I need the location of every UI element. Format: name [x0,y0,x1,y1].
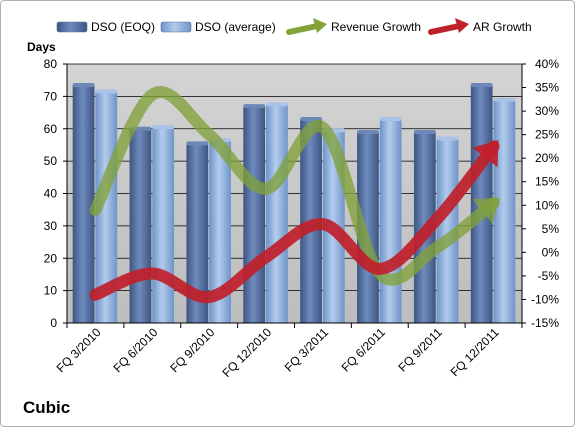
bar-cap-dso-average-5 [379,117,402,122]
bar-dso-average-7 [493,99,516,323]
bar-dso-average-0 [95,91,118,323]
bar-dso-average-1 [152,127,175,323]
legend-arrow-ar-growth [455,18,469,33]
y-right-tick-label-5: 10% [535,198,559,212]
bar-dso-average-3 [266,104,288,323]
legend-label-ar-growth: AR Growth [473,20,532,34]
bar-dso-eoq-0 [72,85,95,323]
bar-cap-dso-eoq-6 [413,129,436,134]
bar-cap-dso-average-3 [266,102,288,107]
legend-label-dso-average: DSO (average) [195,20,276,34]
bar-dso-eoq-3 [243,106,266,324]
legend-label-revenue-growth: Revenue Growth [331,20,421,34]
line-revenue-growth [89,86,500,286]
bar-dso-eoq-2 [186,143,209,323]
bar-cap-dso-eoq-2 [186,141,209,146]
y-left-tick-label-70: 70 [44,89,58,103]
bar-dso-eoq-5 [357,131,379,323]
bar-cap-dso-eoq-7 [470,83,493,88]
y-right-tick-label-7: 20% [535,151,559,165]
bar-dso-average-2 [209,140,231,323]
legend: DSO (EOQ) DSO (average) Revenue Growth AR G… [56,18,532,35]
bar-layer [72,83,516,324]
y-left-tick-label-0: 0 [50,316,57,330]
bar-cap-dso-average-6 [436,136,459,141]
line-ar-growth [89,140,500,304]
x-tick-label-3: FQ 12/2010 [219,325,274,380]
bar-cap-dso-eoq-0 [72,83,95,88]
y-left-tick-label-30: 30 [44,219,58,233]
x-tick-label-2: FQ 9/2010 [167,325,217,375]
y-right-tick-label-3: 0% [542,245,560,259]
bar-cap-dso-average-0 [95,89,118,94]
y-left-tick-label-80: 80 [44,57,58,71]
y-right-tick-label-0: -15% [531,316,559,330]
legend-line-revenue-growth [286,23,320,35]
x-tick-label-7: FQ 12/2011 [448,325,502,379]
legend-arrow-revenue-growth [313,18,327,33]
y-left-tick-label-60: 60 [44,122,58,136]
x-tick-label-5: FQ 6/2011 [339,325,389,375]
arrowhead-revenue-growth [472,197,500,225]
x-tick-label-6: FQ 9/2011 [395,325,445,375]
x-tick-label-0: FQ 3/2010 [54,325,104,375]
y-left-tick-label-10: 10 [44,284,58,298]
y-right-tick-label-1: -10% [531,292,559,306]
legend-swatch-dso-average [160,21,192,33]
legend-swatch-dso-eoq [56,21,88,33]
arrowhead-ar-growth [472,140,499,168]
legend-label-dso-eoq: DSO (EOQ) [91,20,155,34]
growth-lines [89,86,500,304]
y-right-tick-label-11: 40% [535,57,559,71]
bar-dso-average-6 [436,138,459,323]
y-left-tick-label-20: 20 [44,251,58,265]
y-right-tick-label-8: 25% [535,128,559,142]
y-right-tick-label-2: -5% [538,269,560,283]
legend-line-ar-growth [428,23,462,35]
y-right-tick-label-10: 35% [535,81,559,95]
bar-cap-dso-average-7 [493,97,516,102]
bar-cap-dso-eoq-3 [243,104,266,109]
bar-cap-dso-eoq-5 [357,129,379,134]
y-right-tick-label-6: 15% [535,175,559,189]
company-name: Cubic [23,398,70,417]
y-left-tick-label-50: 50 [44,154,58,168]
x-tick-label-1: FQ 6/2010 [110,325,160,375]
y-right-tick-label-9: 30% [535,104,559,118]
bar-cap-dso-average-1 [152,125,175,130]
bar-dso-eoq-1 [129,128,152,323]
y-right-tick-label-4: 5% [542,222,560,236]
y-left-tick-label-40: 40 [44,187,58,201]
x-tick-label-4: FQ 3/2011 [282,325,332,375]
bar-dso-average-5 [379,119,402,323]
y-left-axis-label: Days [27,40,56,54]
